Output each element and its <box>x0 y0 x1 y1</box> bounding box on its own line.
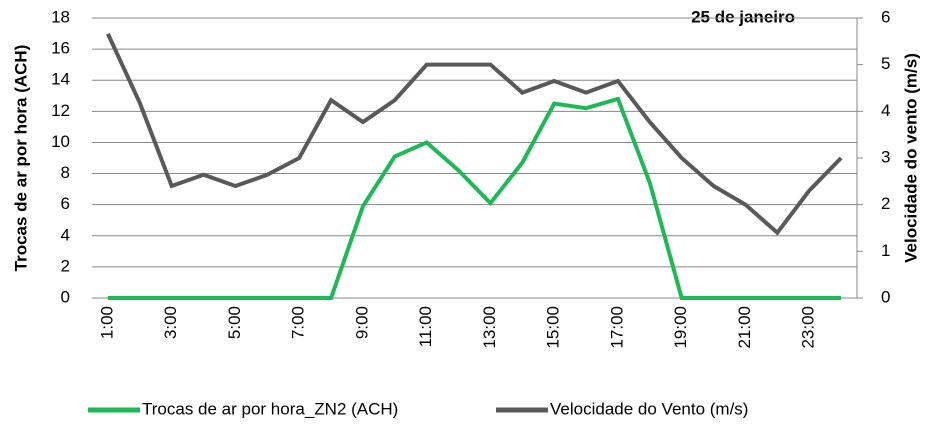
series-line <box>107 96 842 300</box>
y-tick-label: 8 <box>61 163 70 182</box>
x-tick-label: 5:00 <box>225 306 244 339</box>
y2-tick-label: 1 <box>881 241 890 260</box>
y-tick-label: 14 <box>51 70 70 89</box>
y-tick-label: 0 <box>61 287 70 306</box>
y-tick-label: 18 <box>51 7 70 26</box>
x-tick-label: 11:00 <box>416 306 435 347</box>
y-tick-label: 12 <box>51 101 70 120</box>
y-tick-label: 6 <box>61 194 70 213</box>
y-tick-label: 4 <box>61 225 70 244</box>
legend-label: Velocidade do Vento (m/s) <box>550 399 748 418</box>
x-tick-label: 3:00 <box>161 306 180 339</box>
y2-tick-label: 4 <box>881 101 890 120</box>
annotation: 25 de janeiro <box>691 7 795 26</box>
y2-tick-label: 5 <box>881 54 890 73</box>
y-tick-label: 16 <box>51 39 70 58</box>
x-tick-label: 19:00 <box>671 306 690 349</box>
y2-tick-label: 3 <box>881 147 890 166</box>
x-tick-label: 1:00 <box>97 306 116 339</box>
series-line <box>106 33 843 236</box>
legend-label: Trocas de ar por hora_ZN2 (ACH) <box>142 399 398 418</box>
y2-axis-label: Velocidade do vento (m/s) <box>901 53 920 263</box>
x-tick-label: 21:00 <box>735 306 754 349</box>
y2-tick-label: 0 <box>881 287 890 306</box>
y-tick-label: 10 <box>51 132 70 151</box>
x-tick-label: 15:00 <box>544 306 563 349</box>
x-tick-label: 17:00 <box>607 306 626 349</box>
x-tick-label: 7:00 <box>289 306 308 339</box>
y-tick-label: 2 <box>61 256 70 275</box>
x-tick-label: 13:00 <box>480 306 499 349</box>
x-tick-label: 9:00 <box>352 306 371 339</box>
y2-tick-label: 6 <box>881 7 890 26</box>
y2-tick-label: 2 <box>881 194 890 213</box>
y-axis-label: Trocas de ar por hora (ACH) <box>11 45 30 272</box>
x-tick-label: 23:00 <box>799 306 818 349</box>
